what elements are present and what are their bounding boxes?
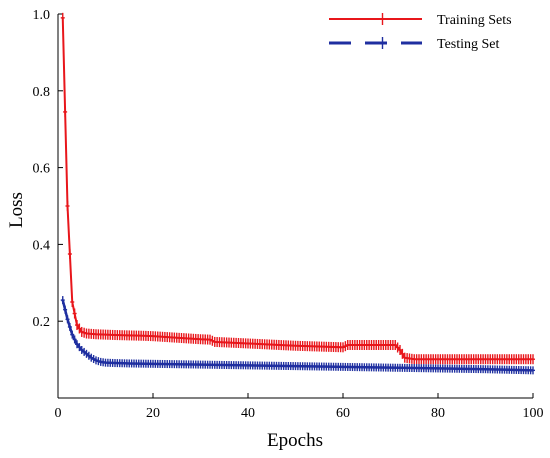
data-point-marker [72, 308, 77, 319]
x-tick-label: 80 [431, 406, 445, 421]
y-tick-label: 0.2 [33, 315, 51, 330]
data-point-marker [65, 315, 70, 324]
x-tick-label: 40 [241, 406, 255, 421]
data-point-marker [89, 353, 94, 362]
y-ticks: 0.2 0.4 0.6 0.8 1.0 [33, 8, 63, 330]
series-testing [60, 296, 535, 375]
data-point-marker [393, 340, 398, 351]
data-point-marker [67, 249, 72, 259]
data-point-marker [63, 106, 68, 117]
data-point-marker [531, 366, 535, 375]
data-point-marker [60, 296, 65, 305]
series-training [60, 12, 535, 365]
data-point-marker [398, 345, 402, 355]
y-tick-label: 0.6 [33, 162, 51, 177]
data-point-marker [70, 330, 75, 339]
legend-label: Testing Set [437, 37, 500, 52]
data-point-marker [75, 320, 79, 331]
data-point-marker [210, 335, 215, 346]
x-axis-title: Epochs [267, 430, 323, 451]
data-point-marker [82, 347, 87, 356]
data-point-marker [63, 305, 68, 314]
y-tick-label: 0.4 [33, 238, 51, 253]
axes [57, 14, 533, 399]
x-tick-label: 60 [336, 406, 350, 421]
data-point-marker [79, 326, 84, 337]
legend: Training Sets Testing Set [329, 13, 512, 52]
y-tick-label: 0.8 [33, 85, 51, 100]
data-point-marker [60, 12, 65, 23]
data-point-marker [65, 201, 70, 211]
data-point-marker [86, 351, 91, 360]
data-point-marker [400, 348, 405, 359]
legend-item-training: Training Sets [329, 13, 512, 28]
x-tick-label: 20 [146, 406, 160, 421]
legend-label: Training Sets [437, 13, 512, 28]
data-point-marker [77, 323, 82, 334]
data-point-marker [67, 322, 72, 331]
x-tick-label: 100 [523, 406, 544, 421]
data-point-marker [77, 343, 82, 352]
data-point-marker [208, 334, 212, 345]
series-line [61, 17, 533, 361]
y-tick-label: 1.0 [33, 8, 51, 23]
data-point-marker [343, 341, 348, 352]
series-layer [60, 12, 535, 375]
data-point-marker [395, 342, 400, 353]
x-ticks: 0 20 40 60 80 100 [55, 393, 544, 421]
x-tick-label: 0 [55, 406, 62, 421]
data-point-marker [96, 357, 101, 366]
legend-item-testing: Testing Set [329, 37, 500, 52]
data-point-marker [91, 355, 96, 364]
data-point-marker [531, 354, 535, 365]
data-point-marker [84, 349, 89, 358]
data-point-marker [79, 346, 84, 354]
data-point-marker [70, 297, 75, 307]
y-axis-title: Loss [6, 192, 27, 228]
data-point-marker [82, 327, 87, 338]
data-point-marker [75, 340, 79, 349]
data-point-marker [94, 356, 98, 365]
data-point-marker [341, 342, 345, 353]
data-point-marker [72, 335, 77, 344]
